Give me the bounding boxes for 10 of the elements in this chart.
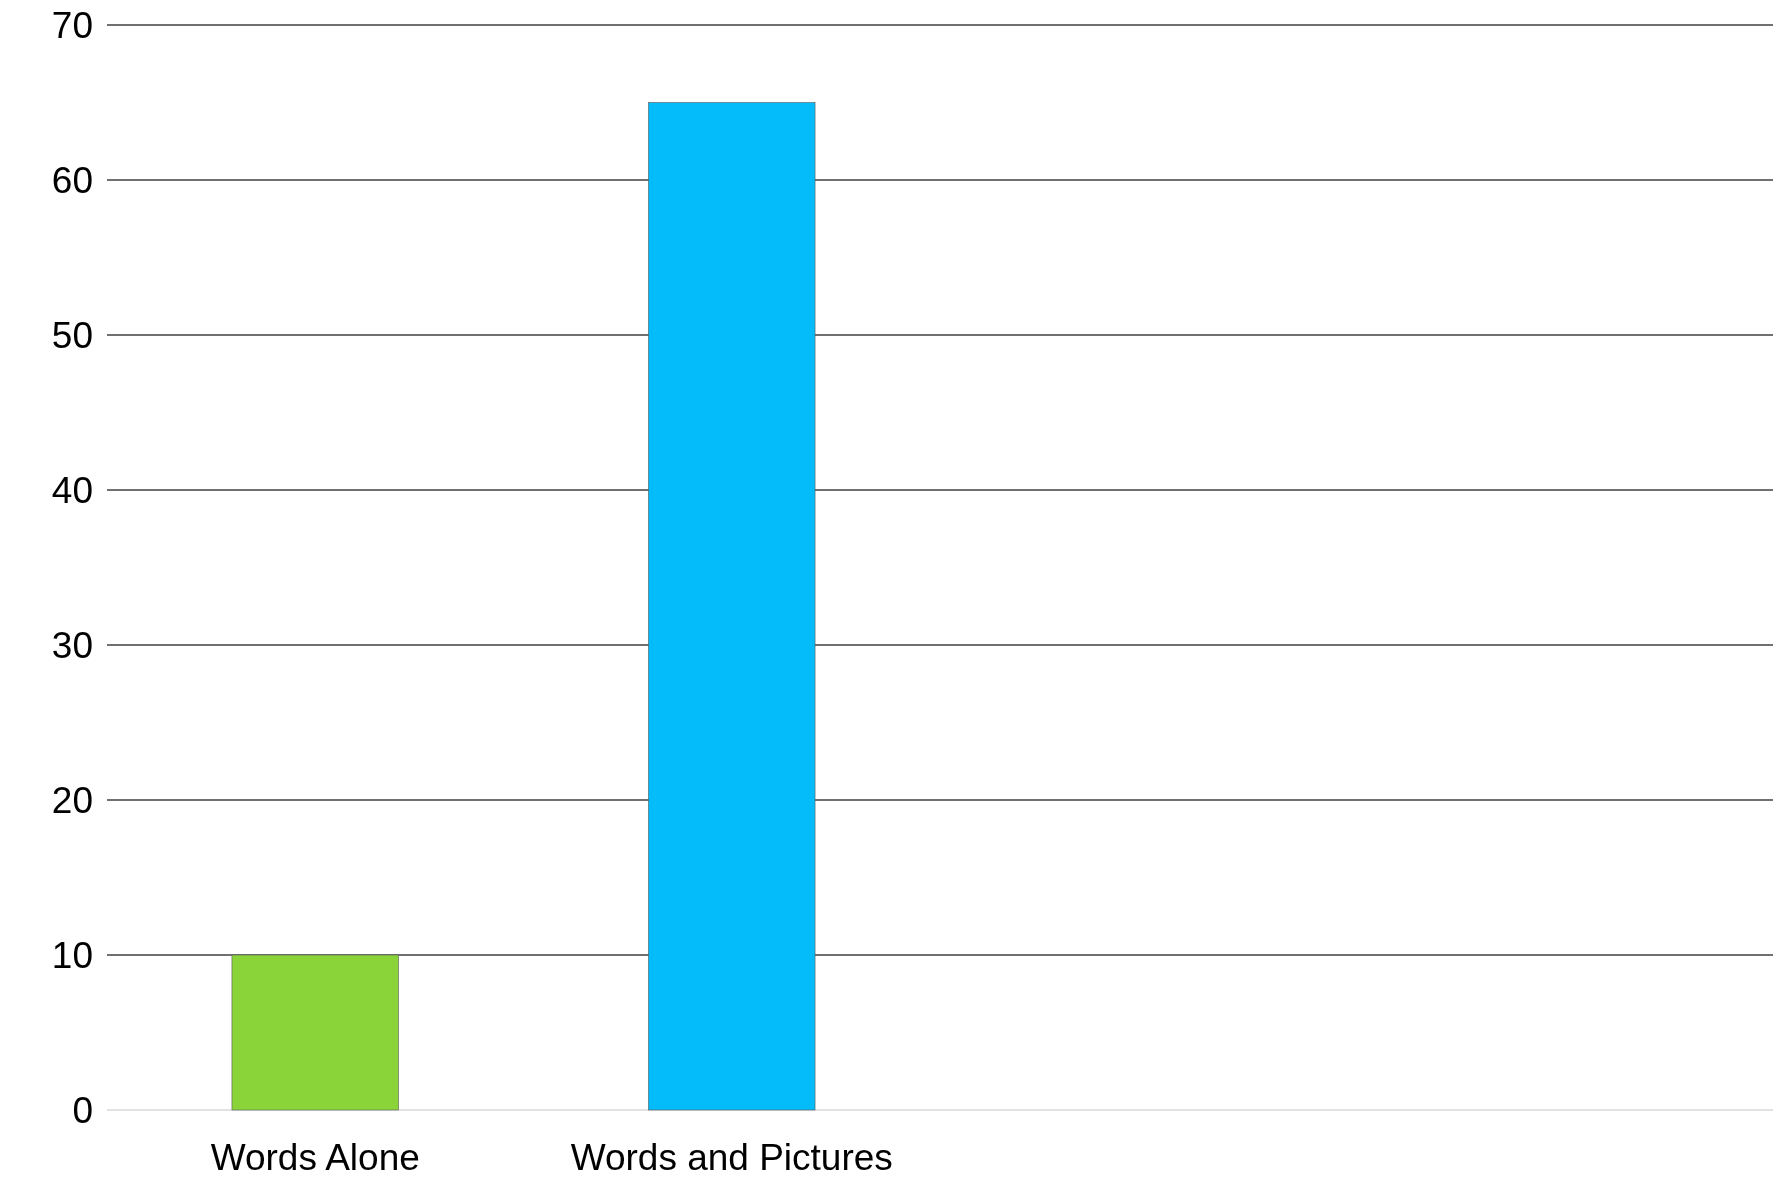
y-tick-label: 20 [51,779,93,821]
y-tick-label: 0 [72,1089,93,1131]
x-tick-label: Words Alone [210,1137,420,1178]
y-tick-label: 50 [51,314,93,356]
y-tick-label: 60 [51,159,93,201]
y-tick-label: 40 [51,469,93,511]
y-tick-label: 10 [51,934,93,976]
x-tick-label: Words and Pictures [570,1137,893,1178]
y-tick-label: 70 [51,4,93,46]
y-tick-label: 30 [51,624,93,666]
